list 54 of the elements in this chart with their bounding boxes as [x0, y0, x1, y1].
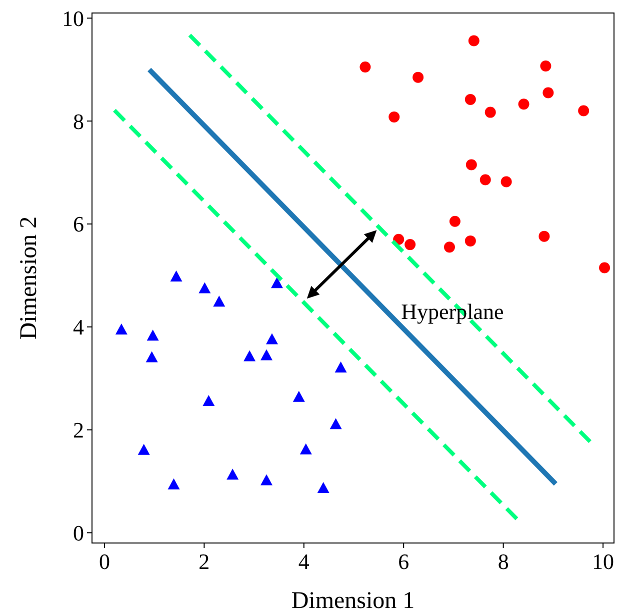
point — [449, 216, 460, 227]
point — [444, 242, 455, 253]
point — [260, 474, 272, 486]
y-tick-label: 0 — [73, 520, 84, 546]
point — [360, 62, 371, 73]
point — [480, 174, 491, 186]
y-tick-label: 6 — [73, 212, 84, 237]
point — [213, 296, 226, 307]
point — [466, 159, 477, 170]
point — [170, 270, 182, 282]
x-tick-label: 2 — [198, 549, 210, 574]
point — [542, 87, 554, 98]
point — [317, 482, 330, 493]
x-tick-label: 6 — [398, 549, 410, 574]
point — [146, 351, 158, 362]
point — [538, 230, 550, 242]
point — [202, 394, 215, 406]
point — [270, 277, 283, 288]
point — [388, 111, 400, 122]
point — [146, 330, 159, 341]
annotation: Hyperplane — [401, 299, 504, 324]
point — [518, 98, 530, 110]
point — [300, 443, 312, 454]
y-axis-title: Dimension 2 — [16, 216, 42, 340]
point — [334, 362, 347, 373]
point — [244, 350, 256, 362]
point — [500, 176, 512, 188]
y-tick-label: 4 — [73, 314, 84, 340]
point — [464, 235, 476, 246]
point — [464, 94, 476, 105]
point — [266, 333, 278, 344]
point — [168, 478, 180, 490]
x-axis-title: Dimension 1 — [291, 588, 415, 614]
y-tick-label: 8 — [73, 108, 84, 134]
x-tick-label: 0 — [98, 549, 110, 574]
y-tick-label: 10 — [62, 6, 84, 31]
y-tick-label: 2 — [73, 417, 84, 442]
point — [412, 72, 424, 83]
point — [198, 282, 211, 294]
point — [468, 35, 480, 46]
x-tick-label: 4 — [298, 549, 310, 574]
point — [292, 390, 305, 402]
point — [138, 444, 150, 455]
point — [226, 468, 239, 480]
point — [404, 239, 416, 250]
x-tick-label: 8 — [498, 549, 509, 574]
point — [599, 262, 610, 274]
point — [484, 106, 496, 118]
point — [540, 60, 552, 72]
point — [115, 323, 128, 334]
point — [330, 418, 342, 430]
point — [578, 105, 590, 116]
x-tick-label: 10 — [592, 549, 614, 574]
point — [260, 349, 272, 360]
